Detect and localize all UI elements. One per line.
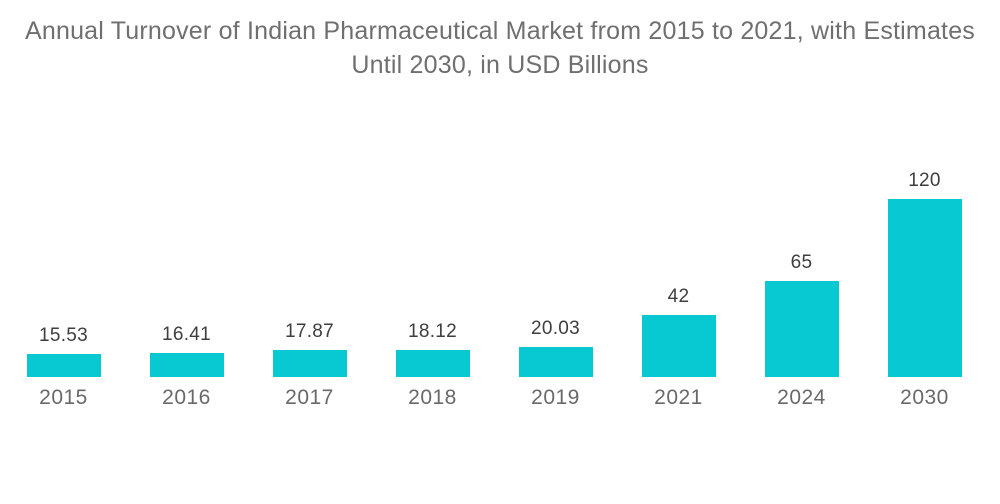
- x-axis-label: 2019: [531, 386, 580, 409]
- bar-column: 20.03 2019: [494, 150, 617, 410]
- bar-value-label: 42: [667, 286, 690, 307]
- bar-value-label: 17.87: [284, 321, 335, 342]
- x-axis-label: 2021: [654, 386, 703, 409]
- x-axis-label: 2018: [408, 386, 457, 409]
- bar-value-label: 120: [908, 170, 941, 191]
- x-axis-label: 2030: [900, 386, 949, 409]
- bar-column: 16.41 2016: [125, 150, 248, 410]
- bar: [272, 350, 347, 377]
- bar-column: 42 2021: [617, 150, 740, 410]
- bar-column: 65 2024: [740, 150, 863, 410]
- bar-value-label: 16.41: [161, 324, 212, 345]
- chart-title: Annual Turnover of Indian Pharmaceutical…: [24, 17, 975, 79]
- bar: [149, 353, 224, 377]
- bar: [26, 354, 101, 377]
- bar-chart: 15.53 2015 16.41 2016 17.87 2017 18.12 2018 20.0…: [2, 150, 986, 410]
- bar-value-label: 65: [790, 252, 813, 273]
- bar-column: 18.12 2018: [371, 150, 494, 410]
- bar: [395, 350, 470, 377]
- x-axis-label: 2016: [162, 386, 211, 409]
- bar-column: 17.87 2017: [248, 150, 371, 410]
- x-axis-label: 2024: [777, 386, 826, 409]
- bar-value-label: 15.53: [38, 325, 89, 346]
- bar: [641, 315, 716, 377]
- bar-value-label: 18.12: [407, 321, 458, 342]
- bar-value-label: 20.03: [530, 318, 581, 339]
- bar: [764, 281, 839, 377]
- bar-column: 120 2030: [863, 150, 986, 410]
- bar: [518, 347, 593, 377]
- x-axis-label: 2017: [285, 386, 334, 409]
- bar: [887, 199, 962, 377]
- x-axis-label: 2015: [39, 386, 88, 409]
- bar-column: 15.53 2015: [2, 150, 125, 410]
